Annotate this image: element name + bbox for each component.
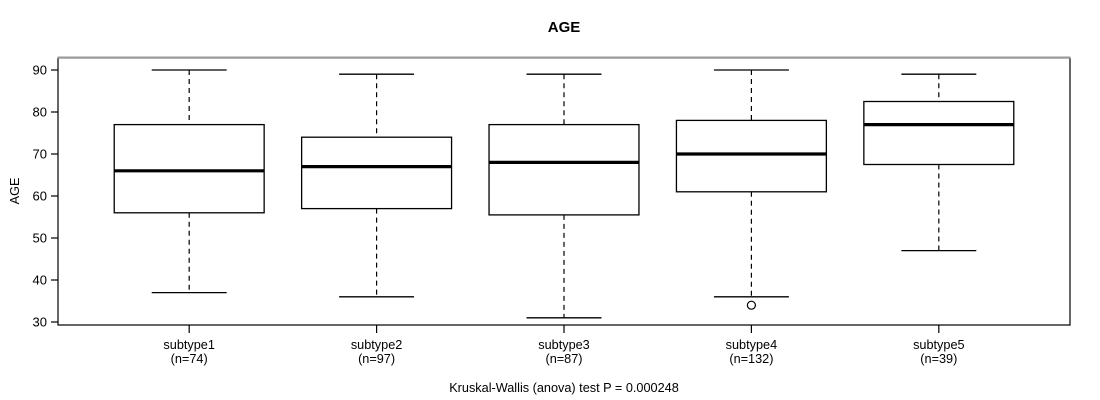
x-category-label: subtype3 (538, 338, 590, 352)
outlier-point (746, 300, 757, 310)
box-subtype5 (863, 73, 1015, 252)
boxes-layer (113, 69, 1015, 319)
iqr-box (300, 136, 453, 210)
stat-test-caption: Kruskal-Wallis (anova) test P = 0.000248 (449, 381, 679, 395)
y-tick-label: 40 (33, 273, 47, 288)
y-tick-label: 90 (33, 63, 47, 78)
y-tick-label: 60 (33, 189, 47, 204)
chart-title: AGE (548, 19, 581, 36)
iqr-box (488, 123, 640, 216)
y-tick-label: 50 (33, 231, 47, 246)
x-category-count-label: (n=97) (358, 352, 395, 366)
y-tick-label: 70 (33, 147, 47, 162)
x-category-label: subtype2 (351, 338, 403, 352)
iqr-box (863, 100, 1015, 166)
y-axis-label: AGE (8, 178, 22, 205)
x-category-label: subtype4 (726, 338, 778, 352)
y-tick-label: 80 (33, 105, 47, 120)
x-category-count-label: (n=74) (171, 352, 208, 366)
iqr-box (675, 119, 828, 193)
x-category-label: subtype5 (913, 338, 965, 352)
x-category-count-label: (n=87) (545, 352, 582, 366)
box-subtype1 (113, 69, 265, 294)
box-subtype2 (300, 73, 453, 298)
x-category-count-label: (n=132) (729, 352, 773, 366)
iqr-box (113, 123, 265, 214)
box-subtype4 (675, 69, 828, 310)
x-category-count-label: (n=39) (920, 352, 957, 366)
box-subtype3 (488, 73, 640, 319)
axes-layer: 30 40 50 60 70 80 90 subtype1(n=74) subtype2(n=9… (33, 56, 1071, 366)
y-tick-label: 30 (33, 315, 47, 330)
x-category-label: subtype1 (163, 338, 215, 352)
